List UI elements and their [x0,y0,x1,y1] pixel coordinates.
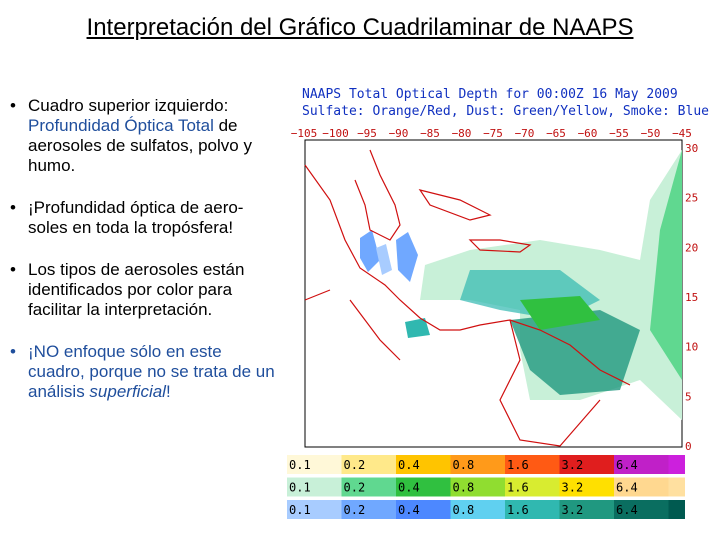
bullet-dot: • [10,96,16,115]
legend-label: 0.4 [398,458,420,472]
bullet-text: de aerosoles de sulfatos, polvo y humo. [28,116,252,175]
longitude-label: −45 [672,127,692,140]
legend-swatch [396,500,451,519]
longitude-label: −80 [452,127,472,140]
legend-label: 0.1 [289,503,311,517]
legend-swatch [341,477,396,497]
legend-swatch [559,455,614,474]
legend-swatch [505,455,560,474]
legend-label: 6.4 [616,481,638,495]
legend-label: 6.4 [616,458,638,472]
bullet-text: Cuadro superior izquierdo: [28,96,229,115]
bullet-text: ¡NO enfoque sólo en este cuadro, porque … [28,342,275,401]
legend-swatch [396,455,451,474]
legend-swatch [287,455,342,474]
legend-label: 3.2 [562,503,584,517]
longitude-label: −75 [483,127,503,140]
legend-swatch [668,500,685,519]
legend-label: 3.2 [562,481,584,495]
longitude-label: −95 [357,127,377,140]
legend-swatch [341,455,396,474]
legend-label: 0.4 [398,503,420,517]
legend-label: 0.8 [453,458,475,472]
legend-swatch [505,500,560,519]
legend-swatch [450,477,505,497]
legend-swatch [505,477,560,497]
map-header: NAAPS Total Optical Depth for 00:00Z 16 … [302,87,709,119]
bullet-list: • Cuadro superior izquierdo: Profundidad … [8,96,283,424]
longitude-label: −100 [322,127,349,140]
latitude-label: 5 [685,390,692,403]
bullet: • Los tipos de aerosoles están identifica… [8,260,283,320]
legend-swatch [614,500,669,519]
legend-swatch [559,500,614,519]
map-header-line: NAAPS Total Optical Depth for 00:00Z 16 … [302,87,678,102]
legend-label: 0.2 [344,503,366,517]
longitude-label: −60 [578,127,598,140]
bullet: • ¡Profundidad óptica de aero-soles en to… [8,198,283,238]
longitude-label: −50 [641,127,661,140]
legend-swatch [614,455,669,474]
legend-label: 3.2 [562,458,584,472]
longitude-label: −65 [546,127,566,140]
legend-swatch [668,455,685,474]
bullet: • ¡NO enfoque sólo en este cuadro, porque… [8,342,283,402]
legend-swatch [396,477,451,497]
bullet-dot: • [10,260,16,279]
longitude-labels: −105 −100 −95 −90 −85 −80 −75 −70 −65 −60 −55 −50 −4… [291,127,692,140]
bullet-text: Profundidad Óptica Total [28,116,214,135]
bullet-dot: • [10,342,16,361]
latitude-label: 15 [685,291,698,304]
bullet-text: ¡Profundidad óptica de aero-soles en tod… [28,198,244,237]
legend-swatch [668,477,685,497]
legend-swatch [287,477,342,497]
longitude-label: −70 [515,127,535,140]
longitude-label: −105 [291,127,318,140]
latitude-label: 25 [685,192,698,205]
legend-swatch [614,477,669,497]
legend-label: 1.6 [507,481,529,495]
legend-swatch [287,500,342,519]
latitude-label: 20 [685,241,698,254]
map-header-line: Sulfate: Orange/Red, Dust: Green/Yellow,… [302,104,709,119]
legend-label: 0.2 [344,458,366,472]
legend-label: 6.4 [616,503,638,517]
bullet-text: ! [165,382,171,401]
legend-swatch [450,500,505,519]
legend-label: 0.1 [289,481,311,495]
latitude-label: 30 [685,142,698,155]
bullet-text: Los tipos de aerosoles están identificad… [28,260,245,319]
legend-swatch [341,500,396,519]
legend-label: 1.6 [507,503,529,517]
bullet: • Cuadro superior izquierdo: Profundidad … [8,96,283,176]
latitude-labels: 30 25 20 15 10 5 0 [685,142,698,453]
legend-label: 0.8 [453,481,475,495]
longitude-label: −90 [389,127,409,140]
bullet-text: superficial [89,382,166,401]
legend-label: 0.1 [289,458,311,472]
slide-title: Interpretación del Gráfico Cuadrilaminar… [86,14,634,41]
bullet-dot: • [10,198,16,217]
legend-label: 0.4 [398,481,420,495]
legend-label: 1.6 [507,458,529,472]
legend-swatch [559,477,614,497]
longitude-label: −85 [420,127,440,140]
color-legend: 0.1 0.2 0.4 0.8 1.6 3.2 6.4 0.1 0.2 0.4 0.8 1.6 3.2 6… [287,455,685,519]
legend-swatch [450,455,505,474]
latitude-label: 10 [685,341,698,354]
legend-label: 0.8 [453,503,475,517]
coastlines [304,149,631,447]
legend-label: 0.2 [344,481,366,495]
latitude-label: 0 [685,440,692,453]
longitude-label: −55 [609,127,629,140]
